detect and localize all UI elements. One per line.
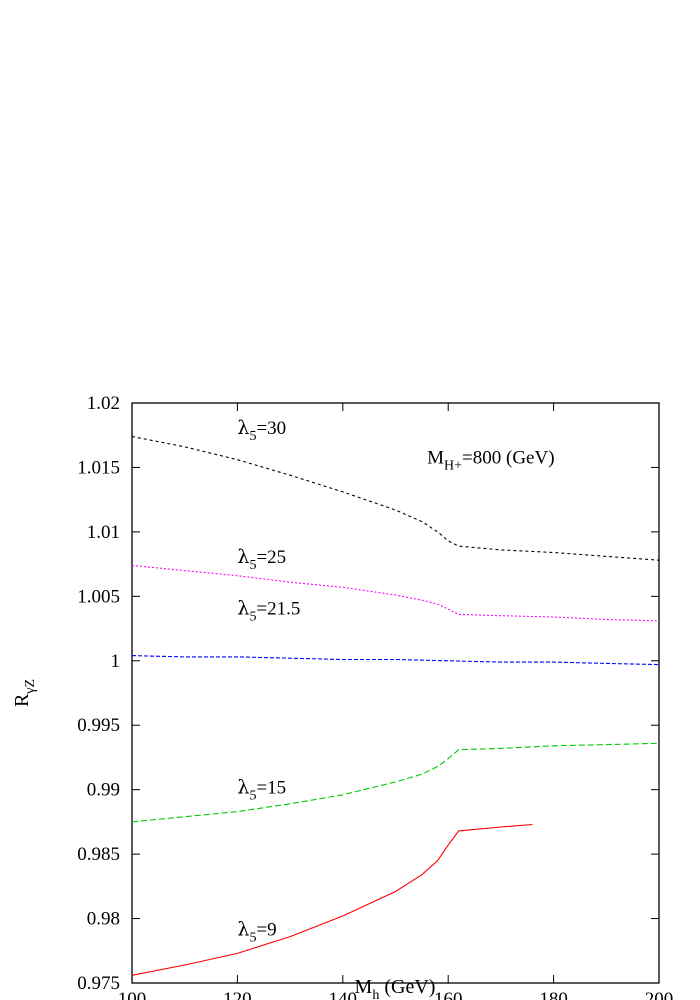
x-axis-title: Mh (GeV) (355, 976, 436, 1000)
series-label-4: λ5=9 (237, 918, 276, 945)
y-tick-label: 0.99 (87, 780, 120, 801)
y-axis-title: RγZ (11, 679, 38, 707)
y-tick-label: 0.985 (77, 844, 120, 865)
x-tick-label: 180 (539, 989, 568, 1000)
series-label-2: λ5=21.5 (237, 597, 300, 624)
y-tick-label: 0.995 (77, 715, 120, 736)
series-line-3 (131, 742, 660, 823)
x-tick-label: 100 (118, 989, 147, 1000)
series-line-4 (131, 823, 533, 976)
mass-annotation: MH+=800 (GeV) (427, 448, 554, 474)
series-label-1: λ5=25 (237, 546, 286, 573)
series-line-0 (131, 435, 660, 561)
x-tick-label: 120 (223, 989, 252, 1000)
x-tick-label: 140 (329, 989, 358, 1000)
y-tick-label: 1.01 (87, 522, 120, 543)
series-label-0: λ5=30 (237, 417, 286, 444)
series-line-1 (131, 564, 660, 622)
plot-frame (131, 402, 660, 984)
y-tick-label: 1.015 (77, 457, 120, 478)
y-tick-label: 0.975 (77, 973, 120, 994)
x-tick-label: 160 (434, 989, 463, 1000)
y-tick-label: 0.98 (87, 909, 120, 930)
y-tick-label: 1.005 (77, 586, 120, 607)
series-line-2 (131, 655, 660, 666)
y-tick-label: 1 (111, 651, 121, 672)
y-tick-label: 1.02 (87, 393, 120, 414)
series-label-3: λ5=15 (237, 777, 286, 804)
x-tick-label: 200 (645, 989, 674, 1000)
